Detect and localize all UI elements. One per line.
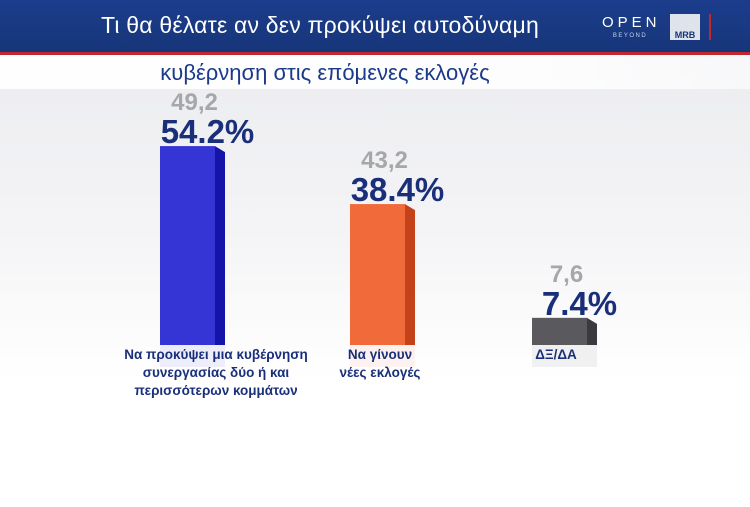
- bar-previous-value-label: 43,2: [361, 147, 408, 174]
- mrb-logo: MRB: [670, 14, 700, 40]
- logo-separator: [709, 14, 711, 40]
- title-line-2: κυβέρνηση στις επόμενες εκλογές: [160, 60, 490, 85]
- category-label: περισσότερων κομμάτων: [134, 383, 297, 398]
- bar-side: [215, 146, 225, 345]
- bar-reflection: [350, 345, 415, 367]
- category-label: Να γίνουν: [348, 347, 412, 362]
- header-bar: Τι θα θέλατε αν δεν προκύψει αυτοδύναμη …: [0, 0, 750, 55]
- bar: [532, 317, 587, 345]
- bar: [350, 204, 405, 345]
- bar-previous-value-label: 49,2: [171, 89, 218, 116]
- bar: [160, 146, 215, 345]
- bar-side: [587, 317, 597, 345]
- bar-previous-value-label: 7,6: [550, 261, 583, 288]
- subtitle-bar: κυβέρνηση στις επόμενες εκλογές: [0, 55, 750, 89]
- category-label: ΔΞ/ΔΑ: [535, 347, 577, 362]
- bar-reflection: [532, 345, 597, 367]
- bar-value-label: 7.4%: [542, 285, 617, 322]
- title-line-1: Τι θα θέλατε αν δεν προκύψει αυτοδύναμη: [101, 12, 539, 38]
- bar-side: [405, 204, 415, 345]
- category-label: Να προκύψει μια κυβέρνηση: [124, 347, 308, 362]
- bar-value-label: 38.4%: [351, 171, 445, 208]
- bar-value-label: 54.2%: [161, 113, 255, 150]
- open-logo-subtitle: BEYOND: [612, 33, 648, 39]
- category-label: συνεργασίας δύο ή και: [143, 365, 290, 380]
- open-logo: OPEN: [602, 14, 661, 31]
- bar-reflection: [160, 345, 225, 367]
- category-label: νέες εκλογές: [340, 365, 421, 380]
